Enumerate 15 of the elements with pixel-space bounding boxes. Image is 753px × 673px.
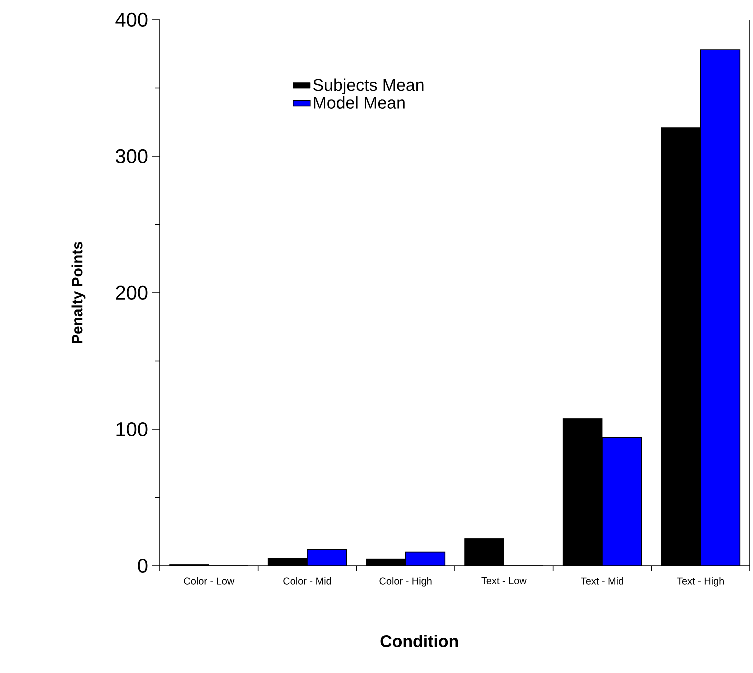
x-tick-label: Text - Mid <box>581 578 624 585</box>
legend-label: Subjects Mean <box>314 78 424 95</box>
x-tick-label: Color - Mid <box>284 578 332 585</box>
x-tick-label: Color - Low <box>184 578 235 585</box>
x-axis-title: Condition <box>380 635 458 648</box>
y-tick-label: 200 <box>116 286 148 300</box>
y-tick-label: 0 <box>138 558 148 574</box>
x-tick-label: Text - Low <box>482 578 527 584</box>
legend-label: Model Mean <box>314 96 405 109</box>
y-axis-title: Penalty Points <box>72 242 86 344</box>
y-tick-label: 100 <box>116 422 148 437</box>
y-tick-label: 300 <box>116 149 148 164</box>
y-tick-label: 400 <box>116 12 148 28</box>
x-tick-label: Text - High <box>677 578 724 587</box>
x-tick-label: Color - High <box>380 578 432 587</box>
